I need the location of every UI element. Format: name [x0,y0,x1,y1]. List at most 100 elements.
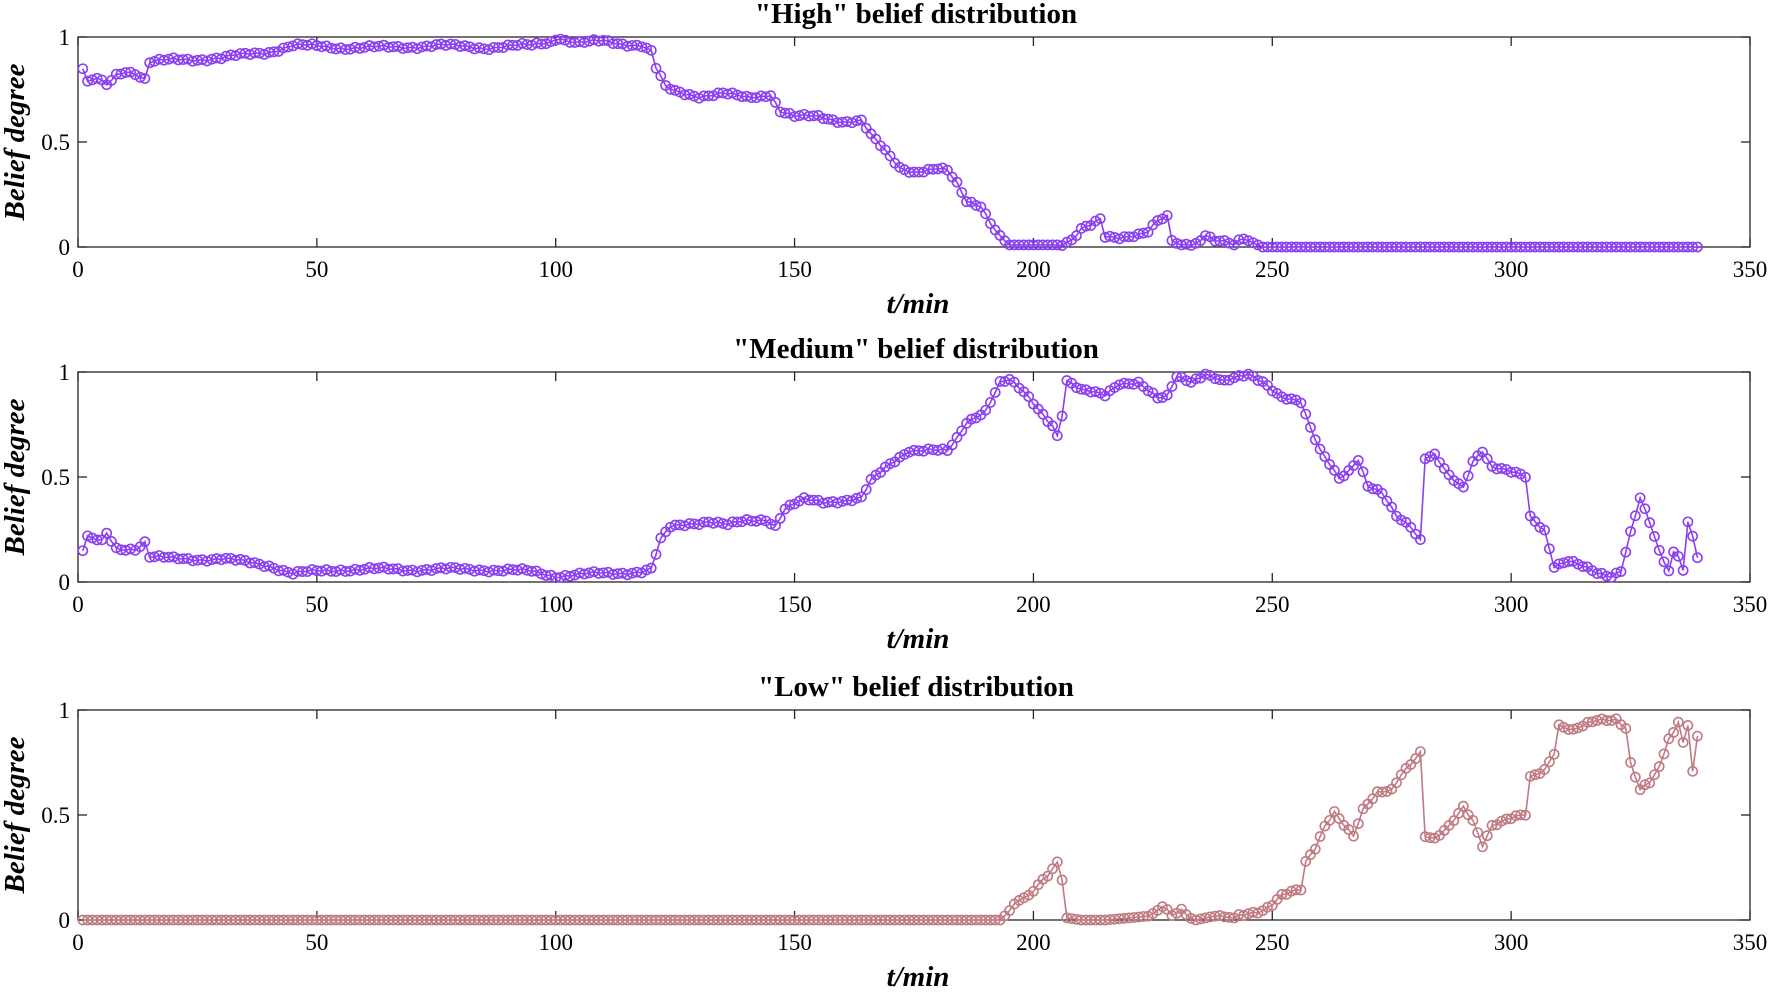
data-point [459,40,471,52]
data-point [1391,777,1402,789]
data-point [712,516,724,528]
data-point [77,63,89,75]
chart-title: "Low" belief distribution [758,671,1074,703]
data-point [120,67,132,78]
data-point [1529,769,1541,781]
data-point [526,565,538,577]
data-point [411,43,423,55]
data-point [1649,531,1660,542]
x-tick-label: 350 [1733,257,1768,282]
data-point [340,44,351,55]
data-point [980,208,992,220]
data-point [1376,487,1388,499]
data-point [1610,567,1622,579]
x-tick-label: 0 [72,930,84,955]
data-point [1075,383,1087,395]
data-point [961,196,972,208]
data-point [1448,815,1460,827]
data-point [1285,393,1297,405]
data-point [703,90,714,102]
data-point [82,75,93,87]
data-point [913,166,925,178]
x-tick-label: 100 [538,257,573,282]
data-point [664,83,676,95]
data-point [1123,231,1135,243]
y-tick-label: 0.5 [41,130,70,155]
data-point [1653,544,1665,556]
data-point [340,566,351,577]
x-tick-label: 300 [1494,257,1529,282]
data-point [1348,830,1359,842]
data-point [1252,375,1264,386]
data-point [645,562,657,574]
data-point [1524,770,1536,782]
data-point [598,35,609,46]
data-point [1692,552,1703,564]
data-point [1563,556,1574,567]
chart-panel-1: "High" belief distribution 0 50 100 150 200 25… [0,0,1767,320]
data-point [1625,526,1636,537]
data-point [1166,381,1178,392]
axes-frame [77,36,1751,248]
x-tick-label: 300 [1494,930,1529,955]
data-point [1051,856,1063,868]
data-point [1037,408,1049,420]
y-axis-label: Belief degree [0,63,31,221]
data-point [1238,233,1250,245]
data-point [1042,870,1054,882]
data-point [1152,215,1164,226]
data-point [636,41,648,53]
data-point [755,514,767,526]
x-axis-label: t/min [887,623,950,655]
data-point [1305,421,1316,433]
data-point [555,33,566,45]
data-point [946,439,958,451]
data-point [1200,368,1211,380]
y-tick-label: 1 [59,360,71,385]
y-tick-label: 0.5 [41,803,70,828]
data-point [1309,843,1321,855]
data-point [645,44,657,56]
x-tick-label: 50 [305,257,328,282]
data-point [492,42,504,53]
data-point [139,73,151,84]
data-point [1649,769,1660,781]
data-point [1663,565,1675,577]
data-point [1056,410,1068,422]
data-point [134,71,146,83]
data-point [1243,368,1254,380]
data-point [1658,556,1670,568]
data-point [1090,386,1101,397]
data-point [282,41,294,53]
x-tick-label: 250 [1255,592,1290,617]
data-point [784,499,796,511]
data-point [856,491,867,503]
data-point [258,48,270,60]
data-point [1539,524,1550,536]
y-tick-label: 0 [59,570,71,595]
data-point [1601,570,1613,582]
data-point [426,565,437,576]
data-point [621,569,633,581]
data-point [1620,723,1632,734]
data-point [1687,765,1699,777]
data-point [1071,382,1082,394]
data-point [125,543,136,555]
data-point [1677,737,1689,748]
x-tick-label: 0 [72,257,84,282]
y-tick-label: 1 [59,25,71,50]
x-tick-label: 350 [1733,930,1768,955]
data-point [655,70,667,82]
chart-panel-2: "Medium" belief distribution 0 50 100 150 200… [0,333,1767,655]
chart-title: "High" belief distribution [755,0,1077,30]
x-axis-label: t/min [887,288,950,320]
data-point [1142,385,1154,397]
x-tick-label: 250 [1255,930,1290,955]
data-point [1094,213,1106,225]
data-point [158,54,170,66]
data-point [1137,227,1149,239]
series-line-high [82,38,1698,248]
data-point [1300,408,1312,420]
data-point [354,564,366,576]
data-point [1615,566,1627,577]
